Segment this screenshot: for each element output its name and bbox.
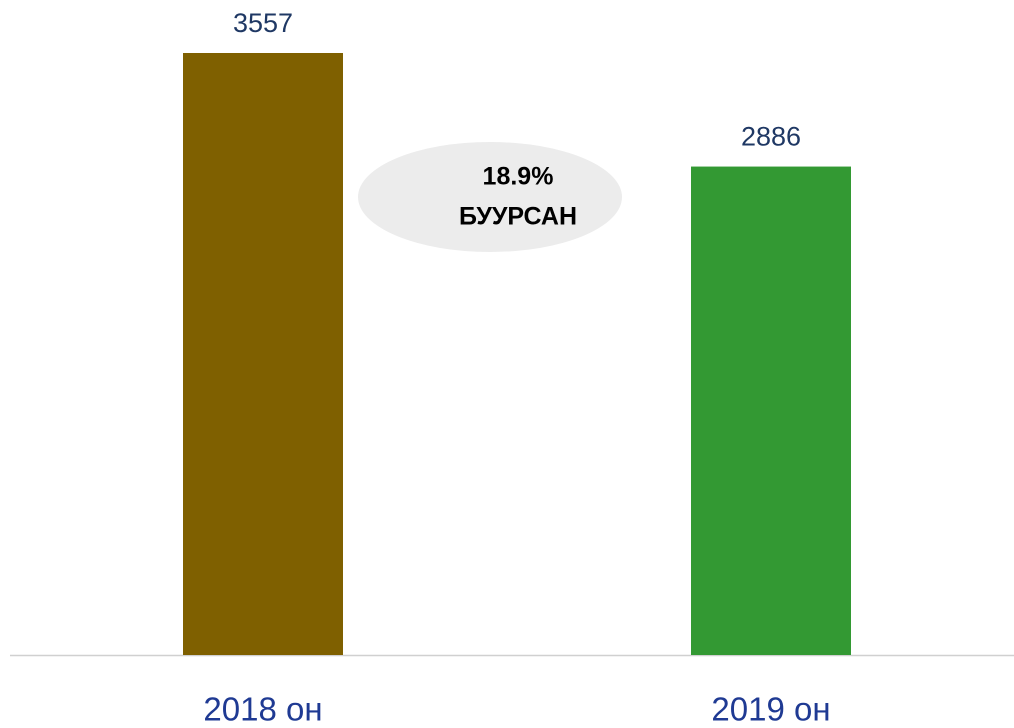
x-tick-label: 2019 он — [711, 691, 830, 728]
x-tick-label: 2018 он — [203, 691, 322, 728]
annotation-bubble — [358, 142, 622, 252]
annotation-line: БУУРСАН — [459, 203, 577, 231]
bar — [183, 53, 343, 655]
annotation-line: 18.9% — [483, 163, 554, 191]
value-label: 3557 — [233, 8, 293, 38]
bar — [691, 166, 851, 655]
value-label: 2886 — [741, 122, 801, 152]
